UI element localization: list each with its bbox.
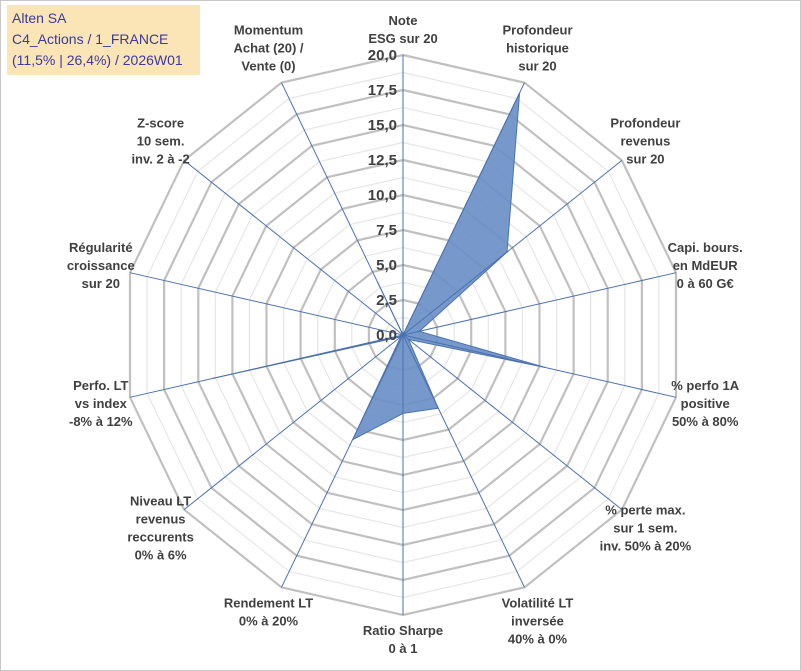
category-label-line: ESG sur 20 [368,31,437,46]
tick-label-1: 2,5 [376,292,397,309]
category-label-line: Profondeur [502,23,572,38]
category-label-line: % perfo 1A [671,378,740,393]
category-label-9: Niveau LT revenus reccurents 0% à 6% [127,493,193,562]
radial-tick-labels: 0,0 2,5 5,0 7,5 10,0 12,5 15,0 17,5 20,0 [368,47,397,344]
category-label-line: Momentum [234,23,303,38]
category-labels: Note ESG sur 20 Profondeur historique sur 20… [67,13,743,656]
category-label-line: Perfo. LT [73,378,128,393]
category-label-line: inversée [511,613,564,628]
spoke-9 [183,334,404,510]
category-label-3: Capi. bours. en MdEUR 0 à 60 G€ [668,240,743,291]
category-label-6: Volatilité LT inversée 40% à 0% [502,595,574,646]
category-label-line: Z-score [137,116,184,131]
spoke-11 [129,272,404,336]
tick-label-6: 15,0 [368,117,397,134]
category-label-1: Profondeur historique sur 20 [502,23,572,74]
category-label-line: revenus [136,511,186,526]
category-label-line: Rendement LT [224,595,313,610]
category-label-line: 40% à 0% [508,631,568,646]
company-name: Alten SA [12,10,67,26]
category-label-5: % perte max. sur 1 sem. inv. 50% à 20% [600,502,692,553]
category-label-line: 10 sem. [137,134,185,149]
category-label-line: sur 20 [82,276,120,291]
category-label-10: Perfo. LT vs index -8% à 12% [69,378,133,429]
tick-label-3: 7,5 [376,222,397,239]
portfolio-path: C4_Actions / 1_FRANCE [12,31,169,47]
tick-label-5: 12,5 [368,152,397,169]
spoke-8 [281,334,404,588]
category-label-line: inv. 50% à 20% [600,538,692,553]
tick-label-7: 17,5 [368,82,397,99]
category-label-line: reccurents [127,529,193,544]
category-label-line: sur 20 [518,59,556,74]
spoke-1 [402,82,525,336]
category-label-line: Achat (20) / [233,41,303,56]
category-label-line: vs index [75,396,128,411]
tick-label-4: 10,0 [368,187,397,204]
category-label-12: Z-score 10 sem. inv. 2 à -2 [131,116,189,167]
category-label-line: Niveau LT [130,493,191,508]
category-label-line: revenus [620,134,670,149]
category-label-line: 50% à 80% [672,414,739,429]
spoke-2 [402,160,623,336]
axis-spokes [129,55,677,615]
chart-title-box: Alten SA C4_Actions / 1_FRANCE (11,5% | … [7,5,200,75]
category-label-line: 0% à 6% [135,547,187,562]
category-label-line: -8% à 12% [69,414,133,429]
category-label-4: % perfo 1A positive 50% à 80% [671,378,740,429]
category-label-line: Capi. bours. [668,240,743,255]
category-label-line: sur 1 sem. [613,520,677,535]
category-label-7: Ratio Sharpe 0 à 1 [363,623,443,656]
spoke-10 [129,334,404,398]
category-label-0: Note ESG sur 20 [368,13,437,46]
category-label-line: croissance [67,258,135,273]
category-label-line: Régularité [69,240,133,255]
tick-label-2: 5,0 [376,257,397,274]
category-label-line: 0% à 20% [239,613,299,628]
tick-label-8: 20,0 [368,47,397,64]
spoke-3 [402,272,677,336]
category-label-line: historique [506,41,569,56]
tick-label-0: 0,0 [376,327,397,344]
category-label-line: Note [389,13,418,28]
category-label-13: Momentum Achat (20) / Vente (0) [233,23,303,74]
category-label-line: Profondeur [610,116,680,131]
spoke-5 [402,334,623,510]
category-label-line: Volatilité LT [502,595,574,610]
category-label-line: sur 20 [626,152,664,167]
category-label-11: Régularité croissance sur 20 [67,240,135,291]
category-label-line: Vente (0) [241,59,295,74]
period-info: (11,5% | 26,4%) / 2026W01 [12,52,183,68]
category-label-line: 0 à 60 G€ [677,276,734,291]
category-label-line: en MdEUR [673,258,739,273]
spoke-12 [183,160,404,336]
category-label-line: Ratio Sharpe [363,623,443,638]
category-label-line: % perte max. [605,502,685,517]
spoke-13 [281,82,404,336]
category-label-8: Rendement LT 0% à 20% [224,595,313,628]
category-label-line: positive [681,396,730,411]
category-label-2: Profondeur revenus sur 20 [610,116,680,167]
category-label-line: 0 à 1 [389,641,418,656]
spoke-4 [402,334,677,398]
spoke-6 [402,334,525,588]
category-label-line: inv. 2 à -2 [131,152,189,167]
